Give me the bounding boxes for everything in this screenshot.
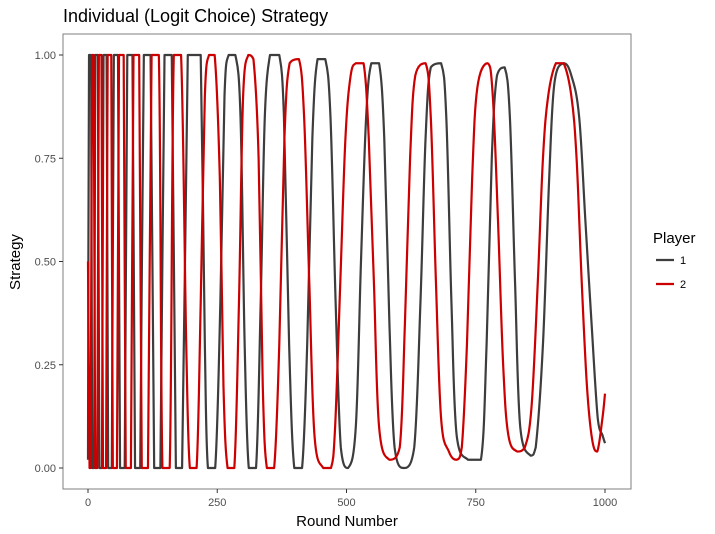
y-tick-label: 0.25 [35, 360, 56, 372]
x-tick-label: 0 [85, 497, 91, 509]
series-line-player-2 [86, 53, 607, 470]
y-axis-title: Strategy [7, 234, 24, 290]
y-tick-label: 0.00 [35, 463, 56, 475]
x-axis: 0 250 500 750 1000 [85, 489, 617, 509]
x-tick-label: 750 [467, 497, 485, 509]
series-layer [86, 53, 607, 470]
x-tick-label: 500 [337, 497, 355, 509]
y-tick-label: 0.50 [35, 257, 56, 269]
legend-title: Player [653, 230, 696, 247]
legend: Player 1 2 [653, 230, 696, 291]
x-tick-label: 1000 [593, 497, 617, 509]
x-axis-title: Round Number [296, 513, 398, 530]
x-tick-label: 250 [208, 497, 226, 509]
legend-label-player-2: 2 [680, 279, 686, 291]
chart-title: Individual (Logit Choice) Strategy [63, 6, 328, 26]
series-line-player-1 [86, 53, 607, 470]
y-tick-label: 1.00 [35, 50, 56, 62]
y-tick-label: 0.75 [35, 153, 56, 165]
legend-label-player-1: 1 [680, 255, 686, 267]
y-axis: 0.00 0.25 0.50 0.75 1.00 [35, 50, 63, 475]
